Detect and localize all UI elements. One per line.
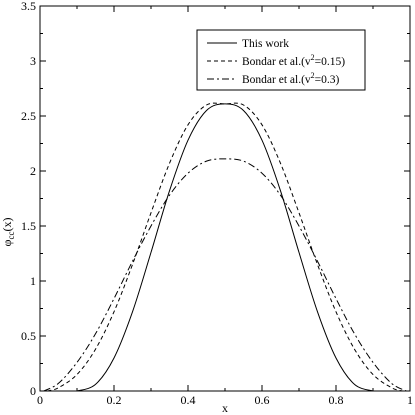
y-tick-label: 3 (30, 54, 36, 68)
legend-label-bondar-03: Bondar et al.(v2=0.3) (242, 71, 340, 86)
series-line-this-work (76, 103, 374, 392)
legend-label-bondar-03-prefix: Bondar et al.(v (242, 74, 311, 86)
series-line-bondar-015 (47, 102, 403, 392)
x-axis-label: x (222, 401, 228, 415)
y-tick-label: 0.5 (21, 329, 36, 343)
x-tick-label: 0.6 (255, 393, 270, 407)
x-tick-label: 0.8 (329, 393, 344, 407)
axis-ticks: 0 0.2 0.4 0.6 0.8 1 0 0.5 1 1.5 2 2.5 3 3.5 (21, 0, 413, 407)
y-tick-label: 2 (30, 164, 36, 178)
legend-label-bondar-015-sup: 2 (311, 53, 315, 62)
legend-label-bondar-03-sup: 2 (311, 71, 315, 80)
y-tick-label: 2.5 (21, 109, 36, 123)
y-axis-label-main: φ (0, 239, 14, 246)
x-tick-label: 1 (407, 393, 413, 407)
y-tick-label: 0 (30, 384, 36, 398)
series-line-bondar-03 (43, 158, 407, 392)
y-tick-label: 3.5 (21, 0, 36, 13)
y-tick-label: 1 (30, 274, 36, 288)
legend-label-bondar-015: Bondar et al.(v2=0.15) (242, 53, 345, 68)
legend: This work Bondar et al.(v2=0.15) Bondar … (196, 29, 366, 91)
y-axis-label: φcc(x) (0, 218, 16, 247)
y-axis-label-sub: cc (6, 232, 16, 240)
legend-label-bondar-015-prefix: Bondar et al.(v (242, 56, 311, 68)
x-tick-label: 0.2 (107, 393, 122, 407)
legend-box (196, 29, 366, 91)
x-tick-label: 0 (37, 393, 43, 407)
legend-label-this-work: This work (242, 38, 289, 50)
y-tick-label: 1.5 (21, 219, 36, 233)
legend-label-bondar-03-suffix: =0.3) (315, 74, 340, 86)
x-tick-label: 0.4 (181, 393, 196, 407)
legend-label-bondar-015-suffix: =0.15) (315, 56, 346, 68)
y-axis-label-tail: (x) (0, 218, 14, 232)
series-group (43, 102, 407, 392)
